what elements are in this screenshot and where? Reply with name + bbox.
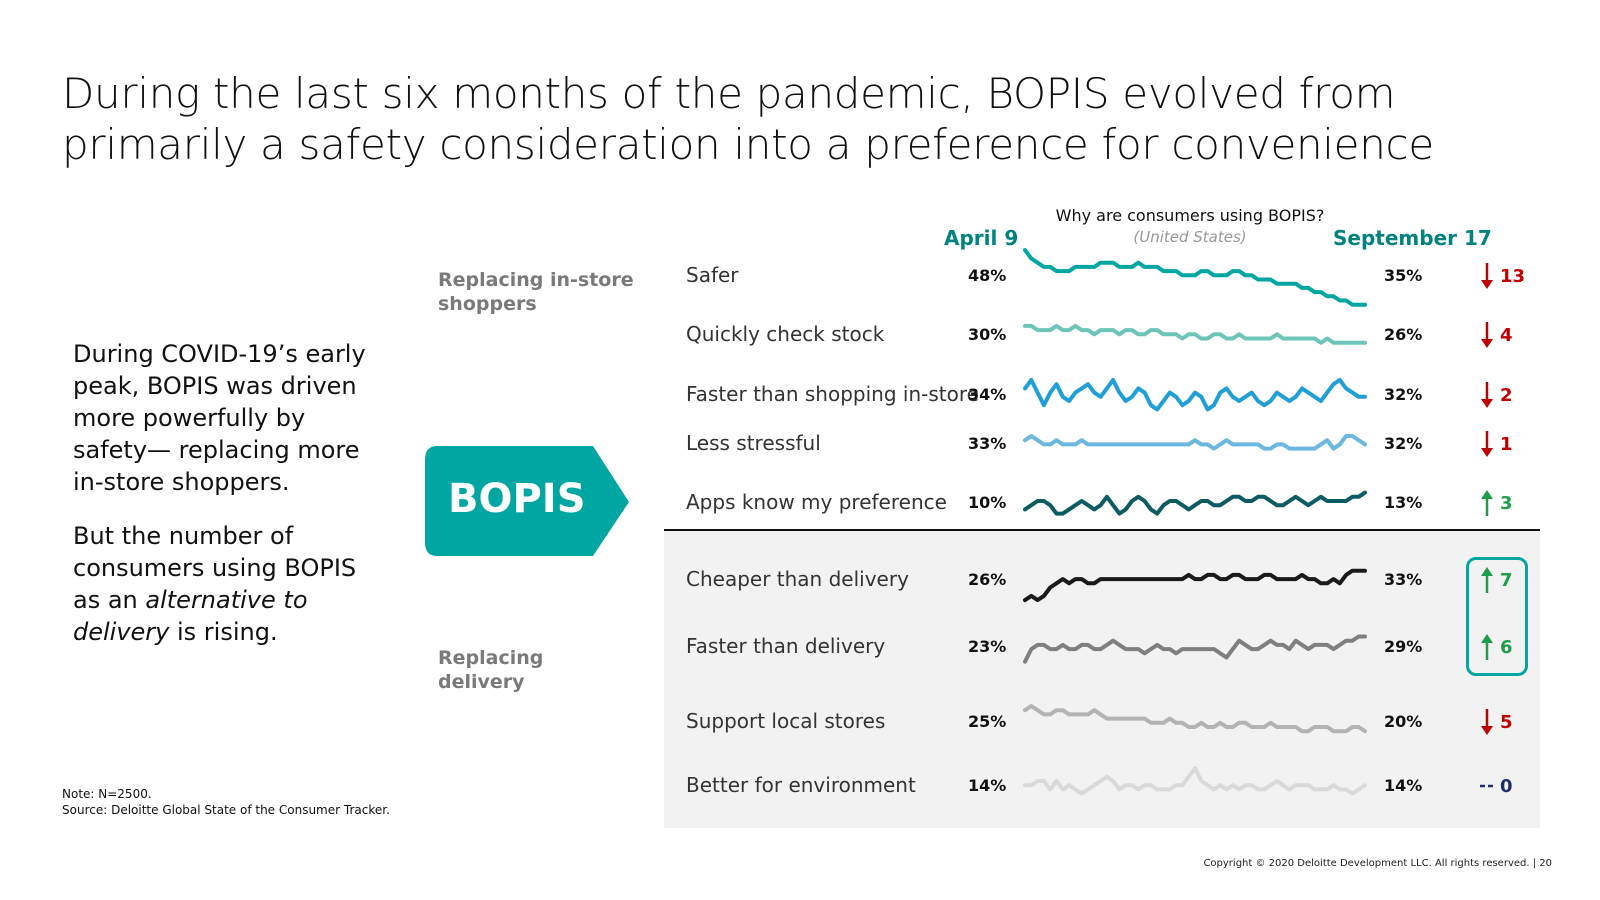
change-quickly-check-stock: 4	[1480, 321, 1513, 349]
change-number: 4	[1500, 324, 1513, 346]
start-value-support-local-stores: 25%	[968, 712, 1007, 731]
sparkline-apps-know-my-preference	[1023, 490, 1367, 516]
row-label-better-for-environment: Better for environment	[686, 773, 916, 797]
end-value-safer: 35%	[1384, 266, 1423, 285]
note-line: Note: N=2500.	[62, 787, 152, 801]
end-value-faster-than-shopping-in-store: 32%	[1384, 385, 1423, 404]
change-faster-than-delivery: 6	[1480, 633, 1513, 661]
summary-paragraph-1: During COVID-19’s early peak, BOPIS was …	[73, 340, 366, 496]
change-better-for-environment: 0	[1480, 772, 1513, 800]
summary-paragraph-2-end: is rising.	[169, 618, 278, 646]
arrow-down-icon	[1481, 322, 1493, 348]
footnote: Note: N=2500. Source: Deloitte Global St…	[62, 786, 390, 818]
summary-text: During COVID-19’s early peak, BOPIS was …	[73, 338, 383, 670]
change-support-local-stores: 5	[1480, 708, 1513, 736]
end-value-better-for-environment: 14%	[1384, 776, 1423, 795]
row-label-faster-than-delivery: Faster than delivery	[686, 634, 886, 658]
end-value-support-local-stores: 20%	[1384, 712, 1423, 731]
change-faster-than-shopping-in-store: 2	[1480, 381, 1513, 409]
start-date-label: April 9	[944, 226, 1019, 250]
end-value-faster-than-delivery: 29%	[1384, 637, 1423, 656]
arrow-down-icon	[1481, 382, 1493, 408]
change-number: 1	[1500, 433, 1513, 455]
arrow-down-icon	[1481, 431, 1493, 457]
end-value-less-stressful: 32%	[1384, 434, 1423, 453]
bopis-arrow-shape	[425, 446, 629, 556]
sparkline-quickly-check-stock	[1023, 323, 1367, 345]
change-number: 3	[1500, 492, 1513, 514]
end-value-apps-know-my-preference: 13%	[1384, 493, 1423, 512]
arrow-up-icon	[1481, 634, 1493, 660]
group-label-instore: Replacing in-store shoppers	[438, 269, 634, 315]
row-label-quickly-check-stock: Quickly check stock	[686, 322, 885, 346]
start-value-safer: 48%	[968, 266, 1007, 285]
start-value-better-for-environment: 14%	[968, 776, 1007, 795]
change-number: 13	[1500, 265, 1526, 287]
group-label-delivery: Replacing delivery	[438, 647, 544, 693]
end-date-label: September 17	[1333, 226, 1492, 250]
chart-subtitle: (United States)	[1133, 228, 1247, 246]
copyright: Copyright © 2020 Deloitte Development LL…	[1203, 858, 1552, 869]
page-title: During the last six months of the pandem…	[62, 68, 1542, 170]
change-number: 7	[1500, 569, 1513, 591]
title-line-1: During the last six months of the pandem…	[62, 69, 1396, 118]
arrow-up-icon	[1481, 490, 1493, 516]
arrow-up-icon	[1481, 567, 1493, 593]
start-value-less-stressful: 33%	[968, 434, 1007, 453]
change-number: 2	[1500, 384, 1513, 406]
dash-icon	[1480, 784, 1493, 788]
change-number: 5	[1500, 711, 1513, 733]
source-line: Source: Deloitte Global State of the Con…	[62, 803, 390, 817]
start-value-quickly-check-stock: 30%	[968, 325, 1007, 344]
sparkline-less-stressful	[1023, 434, 1367, 451]
summary-paragraph-2-emphasis: alternative to delivery	[73, 586, 308, 646]
summary-paragraph-2-start: But the number of consumers using BOPIS …	[73, 522, 357, 614]
bopis-label: BOPIS	[448, 476, 586, 522]
start-value-cheaper-than-delivery: 26%	[968, 570, 1007, 589]
row-label-cheaper-than-delivery: Cheaper than delivery	[686, 567, 909, 591]
end-value-quickly-check-stock: 26%	[1384, 325, 1423, 344]
change-less-stressful: 1	[1480, 430, 1513, 458]
start-value-faster-than-shopping-in-store: 34%	[968, 385, 1007, 404]
delivery-highlight-box	[1466, 557, 1528, 676]
row-label-safer: Safer	[686, 263, 739, 287]
start-value-faster-than-delivery: 23%	[968, 637, 1007, 656]
arrow-down-icon	[1481, 263, 1493, 289]
start-value-apps-know-my-preference: 10%	[968, 493, 1007, 512]
change-apps-know-my-preference: 3	[1480, 489, 1513, 517]
section-divider	[664, 529, 1540, 531]
summary-paragraph-2: But the number of consumers using BOPIS …	[73, 520, 383, 648]
change-number: 0	[1500, 775, 1513, 797]
title-line-2: primarily a safety consideration into a …	[62, 120, 1434, 169]
row-label-support-local-stores: Support local stores	[686, 709, 886, 733]
chart-title: Why are consumers using BOPIS?	[1055, 206, 1325, 225]
end-value-cheaper-than-delivery: 33%	[1384, 570, 1423, 589]
change-safer: 13	[1480, 262, 1525, 290]
change-cheaper-than-delivery: 7	[1480, 566, 1513, 594]
row-label-apps-know-my-preference: Apps know my preference	[686, 490, 947, 514]
row-label-faster-than-shopping-in-store: Faster than shopping in-store	[686, 382, 979, 406]
sparkline-safer	[1023, 248, 1367, 307]
sparkline-faster-than-shopping-in-store	[1023, 378, 1367, 412]
arrow-down-icon	[1481, 709, 1493, 735]
change-number: 6	[1500, 636, 1513, 658]
row-label-less-stressful: Less stressful	[686, 431, 821, 455]
